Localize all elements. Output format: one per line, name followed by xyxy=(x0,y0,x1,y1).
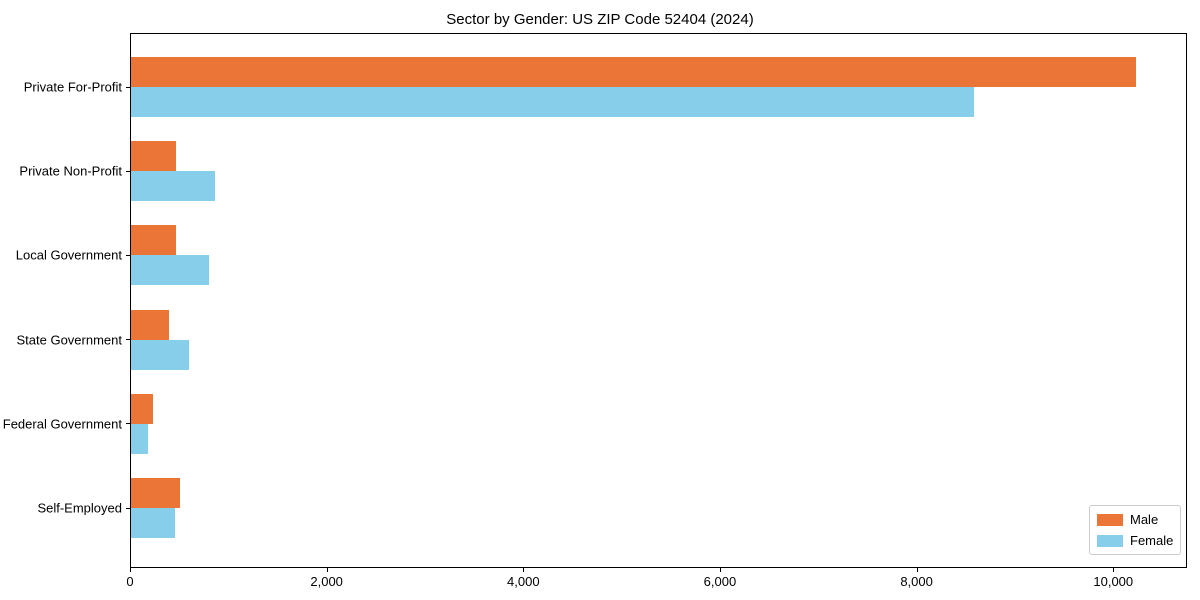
x-axis-label: 10,000 xyxy=(1093,574,1134,589)
y-axis-label: Federal Government xyxy=(2,416,122,432)
y-axis-tick xyxy=(126,170,130,172)
bar-male-3 xyxy=(131,309,169,340)
legend-label-female: Female xyxy=(1130,533,1174,548)
y-axis-tick xyxy=(126,254,130,256)
legend-label-male: Male xyxy=(1130,512,1159,527)
bar-male-2 xyxy=(131,225,176,256)
legend: Male Female xyxy=(1089,505,1181,555)
bar-female-2 xyxy=(131,255,209,286)
y-axis-label: Private For-Profit xyxy=(23,79,122,95)
x-axis-label: 8,000 xyxy=(900,574,933,589)
female-color-swatch xyxy=(1097,534,1123,547)
y-axis-label: State Government xyxy=(16,332,123,348)
y-axis-tick xyxy=(126,86,130,88)
legend-item-male: Male xyxy=(1097,512,1172,527)
y-axis-label: Local Government xyxy=(15,247,122,263)
legend-item-female: Female xyxy=(1097,533,1174,548)
x-axis-tick xyxy=(719,568,721,572)
y-axis-tick xyxy=(126,507,130,509)
y-axis-label: Self-Employed xyxy=(37,500,122,516)
y-axis-tick xyxy=(126,423,130,425)
plot-area xyxy=(130,33,1187,568)
chart-title: Sector by Gender: US ZIP Code 52404 (202… xyxy=(446,11,754,28)
x-axis-label: 0 xyxy=(126,574,134,589)
bar-female-0 xyxy=(131,87,974,117)
x-axis-tick xyxy=(523,568,525,572)
y-axis-tick xyxy=(126,339,130,341)
bar-female-4 xyxy=(131,423,148,454)
bar-male-5 xyxy=(131,478,180,508)
bar-male-1 xyxy=(131,141,176,172)
x-axis-label: 4,000 xyxy=(507,574,540,589)
male-color-swatch xyxy=(1097,513,1123,526)
bar-male-0 xyxy=(131,57,1136,87)
bar-male-4 xyxy=(131,393,153,424)
x-axis-label: 6,000 xyxy=(703,574,737,589)
x-axis-tick xyxy=(326,568,328,572)
bar-female-5 xyxy=(131,508,175,538)
bar-female-1 xyxy=(131,171,215,202)
x-axis-tick xyxy=(130,568,131,572)
x-axis-tick xyxy=(1113,568,1115,572)
y-axis-label: Private Non-Profit xyxy=(19,163,122,179)
bar-female-3 xyxy=(131,339,189,370)
x-axis-label: 2,000 xyxy=(310,574,343,589)
x-axis-tick xyxy=(916,568,918,572)
